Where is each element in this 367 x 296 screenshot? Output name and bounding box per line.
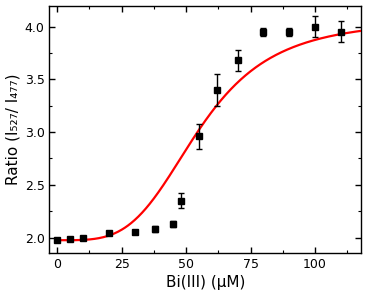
X-axis label: Bi(III) (μM): Bi(III) (μM) xyxy=(166,276,245,290)
Y-axis label: Ratio (I₅₂₇/ I₄₇₇): Ratio (I₅₂₇/ I₄₇₇) xyxy=(6,74,21,185)
